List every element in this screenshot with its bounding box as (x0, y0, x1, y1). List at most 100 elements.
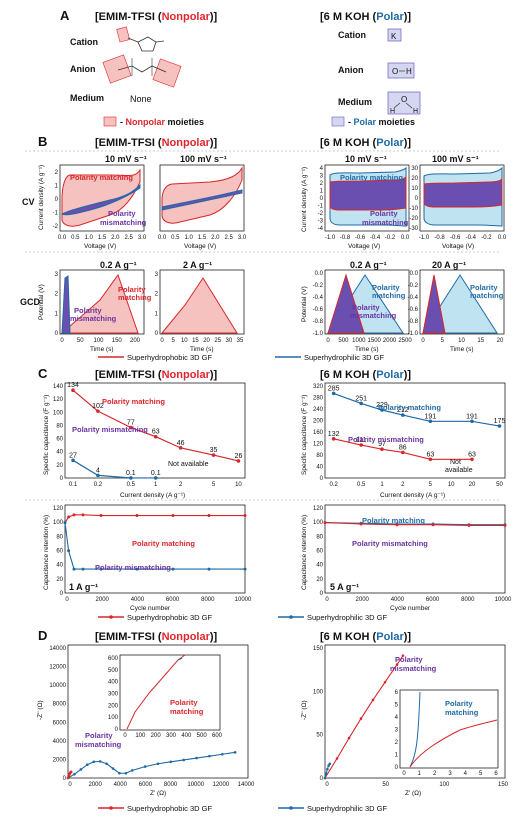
d2i-ytick-3: 3 (395, 728, 399, 734)
c1-marks-pt-0-4 (178, 446, 183, 450)
nyq-right-ann-mismatch-1: Polarity (395, 655, 423, 664)
d1-marks-pt-0-18 (233, 751, 237, 754)
r2-xtick-0: 0 (325, 597, 329, 603)
d2i-xtick-0: 0 (402, 771, 406, 777)
c2-ytick-0: 320 (313, 384, 324, 390)
c2-marks-line-1 (333, 438, 472, 460)
row-label-cation-left: Cation (70, 37, 98, 47)
r1-ytick-1: 100 (53, 520, 64, 526)
c2-ytick-3: 200 (313, 419, 324, 425)
svg-text:K: K (391, 32, 397, 41)
g3-xtick-1: 500 (338, 338, 349, 344)
row-label-medium-right: Medium (338, 97, 372, 107)
g2-ytick-2: 1 (155, 311, 159, 317)
cv3-xtick-3: -0.4 (370, 235, 381, 241)
c2-marks-pt-0-0 (331, 391, 336, 396)
cv3-ytick-5: -1 (318, 204, 324, 210)
cv3-hydrophobic-loop (329, 175, 407, 211)
cv2-xtick-1: 0.5 (171, 235, 180, 241)
d1i-xtick-2: 200 (151, 733, 162, 739)
d1-xtick-5: 10000 (187, 782, 204, 788)
d2-marks-pt-1-0 (323, 776, 327, 780)
d1-ytick-0: 14000 (49, 646, 66, 652)
cv2-xtick-2: 1.0 (184, 235, 193, 241)
r2-marks-pt-1-5 (503, 523, 507, 527)
ret-left-marks (63, 513, 247, 571)
g4-xtick-2: 10 (458, 338, 465, 344)
cv1-xlabel: Voltage (V) (84, 243, 116, 250)
c1-marks-val-0-4: 46 (177, 440, 185, 447)
g1-ytick-3: 0 (55, 331, 59, 337)
emim-cation-structure (116, 26, 165, 52)
svg-text:H: H (413, 108, 418, 115)
nyq-left-ylabel: -Z'' (Ω) (37, 700, 44, 720)
ret-right-ylabel: Capacitance retention (%) (301, 515, 308, 590)
d1i-xtick-6: 600 (212, 733, 223, 739)
cv2-xtick-3: 1.5 (198, 235, 207, 241)
svg-text:H: H (390, 108, 395, 115)
d1-xtick-2: 4000 (114, 782, 128, 788)
c1-marks-pt-0-6 (236, 459, 241, 463)
c1-marks-val-0-3: 63 (152, 429, 160, 436)
nyq-left-ann-mismatch-2: mismatching (75, 740, 122, 749)
cv4-xtick-5: 0.0 (498, 235, 507, 241)
c2-marks-pt-0-3 (401, 413, 405, 417)
g3-ytick-2: -0.4 (313, 295, 324, 301)
c2-marks-val-1-4: 63 (426, 451, 434, 458)
g1-xtick-0: 0 (60, 338, 64, 344)
r2-marks-pt-1-1 (359, 522, 363, 526)
ret-right-rate: 5 A g⁻¹ (330, 582, 359, 592)
d2-marks-pt-0-4 (371, 698, 375, 702)
r1-marks-pt-0-7 (207, 514, 211, 518)
g2-ytick-1: 2 (155, 292, 159, 298)
g2-xtick-4: 20 (203, 338, 210, 344)
c2-xtick-6: 20 (469, 482, 476, 488)
c1-marks-val-1-0: 27 (69, 452, 77, 459)
g3-xtick-5: 2500 (398, 338, 412, 344)
nyq-left-marks (66, 751, 237, 780)
panel-a: A [EMIM-TFSI (Nonpolar)] [6 M KOH (Polar… (60, 8, 421, 127)
gcd4-xlabel: Time (s) (450, 346, 474, 353)
c1-marks-pt-0-5 (211, 453, 216, 457)
cv2-title: 100 mV s⁻¹ (180, 154, 227, 164)
cap-right-marks: 285 251 229 212 191 191 175 132 111 97 86 63 63 (328, 385, 505, 462)
cv1-xtick-1: 0.5 (71, 235, 80, 241)
d2-ytick-0: 150 (313, 646, 324, 652)
panel-b-right-title: [6 M KOH (Polar)] (320, 137, 411, 149)
c1-marks-val-0-0: 134 (67, 382, 79, 389)
c2-marks-val-0-0: 285 (328, 385, 340, 392)
r2-marks-pt-1-4 (467, 523, 471, 527)
panel-c-right-title: [6 M KOH (Polar)] (320, 369, 411, 381)
cap-left-ann-matching: Polarity matching (102, 397, 165, 406)
c1-ytick-7: 0 (60, 476, 64, 482)
g3-ytick-3: -0.6 (313, 307, 324, 313)
nyq-right-inset-frame (399, 689, 499, 769)
d1i-ytick-1: 500 (108, 668, 119, 674)
g1-xtick-4: 200 (130, 338, 141, 344)
panel-b: B [EMIM-TFSI (Nonpolar)] [6 M KOH (Polar… (20, 134, 505, 362)
r2-ytick-1: 100 (313, 520, 324, 526)
r1-xtick-2: 4000 (131, 597, 145, 603)
g2-ytick-3: 0 (155, 331, 159, 337)
r2-xtick-4: 8000 (461, 597, 475, 603)
c1-marks-line-1 (72, 459, 156, 479)
row-label-gcd: GCD (20, 297, 41, 307)
r1-marks-pt-0-2 (72, 513, 76, 517)
cv3-xtick-4: -0.2 (385, 235, 396, 241)
cv1-xtick-6: 3.0 (138, 235, 147, 241)
cv3-ytick-2: 2 (320, 181, 324, 187)
gcd4-hydrophobic-curve (422, 274, 446, 334)
gcd1-ann-matching-1: Polarity (118, 285, 146, 294)
r2-ytick-6: 0 (320, 591, 324, 597)
d2-xtick-0: 0 (325, 782, 329, 788)
g3-ytick-4: -0.8 (313, 319, 324, 325)
svg-text:- Nonpolar moieties: - Nonpolar moieties (120, 117, 204, 127)
svg-text:O: O (401, 95, 407, 104)
gcd3-ann-matching-1: Polarity (372, 283, 400, 292)
nyq-right-ylabel: -Z'' (Ω) (301, 700, 308, 720)
c1-marks-val-1-1: 4 (96, 467, 100, 474)
d2-marks-line-0 (324, 655, 404, 779)
cap-right-not-avail-1: Not (450, 459, 461, 466)
cv3-title: 10 mV s⁻¹ (345, 154, 387, 164)
medium-none: None (130, 94, 152, 104)
